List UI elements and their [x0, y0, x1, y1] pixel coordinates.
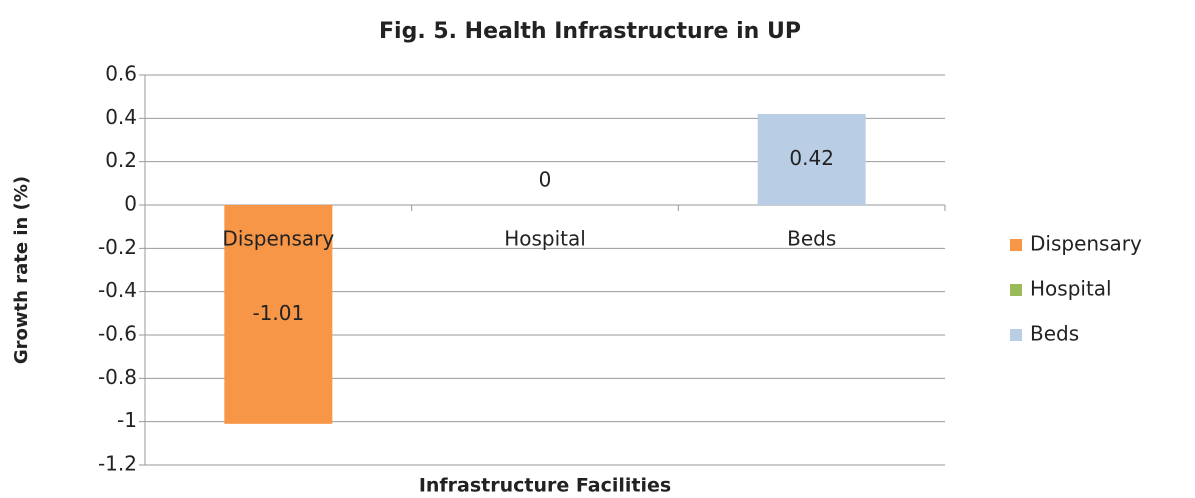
y-axis-label: Growth rate in (%) — [11, 176, 32, 364]
data-label: 0.42 — [789, 146, 834, 170]
y-tick-label: -1.2 — [98, 452, 137, 476]
y-tick-label: 0.6 — [105, 62, 137, 86]
y-tick-label: 0.4 — [105, 105, 137, 129]
y-tick-label: -0.2 — [98, 235, 137, 259]
y-tick-label: -1 — [117, 408, 137, 432]
legend-swatch — [1010, 239, 1022, 251]
legend-swatch — [1010, 284, 1022, 296]
legend-label: Hospital — [1030, 277, 1112, 301]
x-axis-label: Infrastructure Facilities — [419, 475, 671, 497]
data-label: -1.01 — [252, 301, 304, 325]
y-tick-label: 0.2 — [105, 148, 137, 172]
x-tick-label: Hospital — [504, 227, 586, 251]
legend-swatch — [1010, 329, 1022, 341]
legend-label: Beds — [1030, 322, 1079, 346]
chart-title: Fig. 5. Health Infrastructure in UP — [379, 19, 801, 44]
y-tick-label: -0.4 — [98, 278, 137, 302]
legend-label: Dispensary — [1030, 232, 1142, 256]
y-tick-label: 0 — [124, 192, 137, 216]
x-tick-label: Dispensary — [222, 227, 334, 251]
bar — [224, 205, 333, 424]
bar — [757, 114, 866, 205]
y-tick-label: -0.6 — [98, 322, 137, 346]
data-label: 0 — [539, 168, 552, 192]
x-tick-label: Beds — [787, 227, 836, 251]
y-tick-label: -0.8 — [98, 365, 137, 389]
